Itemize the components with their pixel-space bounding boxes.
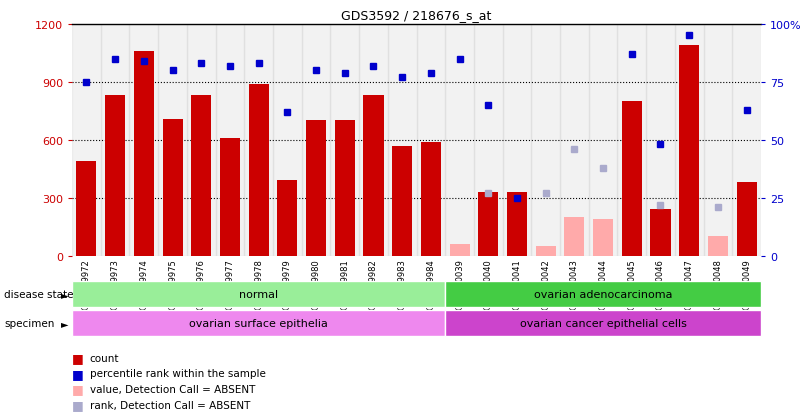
Bar [445,310,761,337]
Bar [72,310,445,337]
Bar [708,237,728,256]
Bar [531,25,560,256]
Bar [593,219,613,256]
Bar [445,25,474,256]
Bar [445,281,761,308]
Bar [364,96,384,256]
Bar [187,25,215,256]
Bar [737,183,757,256]
Text: specimen: specimen [4,318,54,328]
Bar [302,25,330,256]
Bar [507,192,527,256]
Bar [220,138,240,256]
Bar [359,25,388,256]
Bar [248,85,268,256]
Bar [277,181,297,256]
Bar [449,244,469,256]
Bar [565,218,585,256]
Text: ►: ► [61,289,68,299]
Bar [646,25,674,256]
Bar [335,121,355,256]
Text: disease state: disease state [4,289,74,299]
Bar [474,25,503,256]
Bar [392,146,413,256]
Bar [560,25,589,256]
Bar [105,96,125,256]
Bar [650,210,670,256]
Bar [589,25,618,256]
Bar [101,25,130,256]
Bar [388,25,417,256]
Text: normal: normal [239,289,278,299]
Bar [622,102,642,256]
Bar [618,25,646,256]
Bar [130,25,158,256]
Text: ■: ■ [72,351,84,364]
Bar [191,96,211,256]
Bar [503,25,531,256]
Bar [732,25,761,256]
Bar [158,25,187,256]
Text: ovarian cancer epithelial cells: ovarian cancer epithelial cells [520,318,686,328]
Text: value, Detection Call = ABSENT: value, Detection Call = ABSENT [90,384,255,394]
Bar [674,25,703,256]
Bar [536,247,556,256]
Text: ■: ■ [72,367,84,380]
Bar [244,25,273,256]
Bar [215,25,244,256]
Bar [306,121,326,256]
Bar [273,25,302,256]
Bar [703,25,732,256]
Bar [421,142,441,256]
Bar [76,161,96,256]
Bar [134,52,154,256]
Title: GDS3592 / 218676_s_at: GDS3592 / 218676_s_at [341,9,492,22]
Text: rank, Detection Call = ABSENT: rank, Detection Call = ABSENT [90,400,250,410]
Bar [72,25,101,256]
Bar [163,119,183,256]
Text: ■: ■ [72,398,84,411]
Text: ■: ■ [72,382,84,396]
Bar [417,25,445,256]
Text: percentile rank within the sample: percentile rank within the sample [90,368,266,378]
Bar [330,25,359,256]
Bar [679,46,699,256]
Text: ►: ► [61,318,68,328]
Text: ovarian adenocarcinoma: ovarian adenocarcinoma [533,289,672,299]
Text: ovarian surface epithelia: ovarian surface epithelia [189,318,328,328]
Text: count: count [90,353,119,363]
Bar [72,281,445,308]
Bar [478,192,498,256]
